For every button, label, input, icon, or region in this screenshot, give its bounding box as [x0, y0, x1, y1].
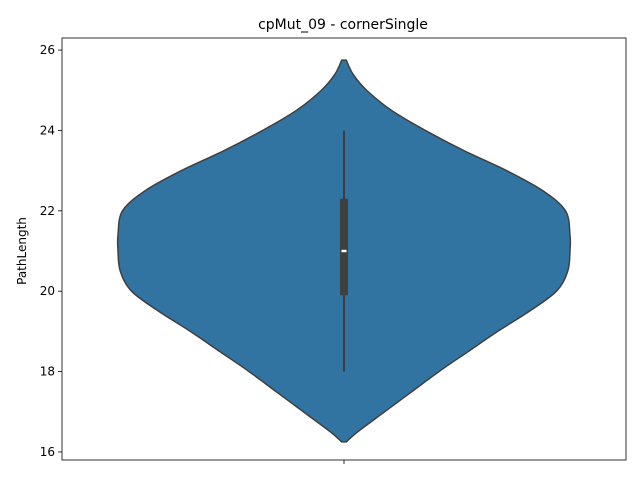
y-tick-label: 24 [40, 123, 55, 137]
y-tick-label: 26 [40, 43, 55, 57]
y-axis-label: PathLength [15, 217, 29, 285]
plot-area [116, 59, 572, 443]
y-tick-label: 16 [40, 445, 55, 459]
median-marker [341, 249, 347, 253]
y-tick-label: 20 [40, 284, 55, 298]
y-tick-label: 22 [40, 204, 55, 218]
interquartile-box [340, 198, 348, 296]
axes: 16 18 20 22 24 26 [40, 37, 627, 464]
chart-title: cpMut_09 - cornerSingle [258, 17, 428, 33]
y-tick-label: 18 [40, 365, 55, 379]
